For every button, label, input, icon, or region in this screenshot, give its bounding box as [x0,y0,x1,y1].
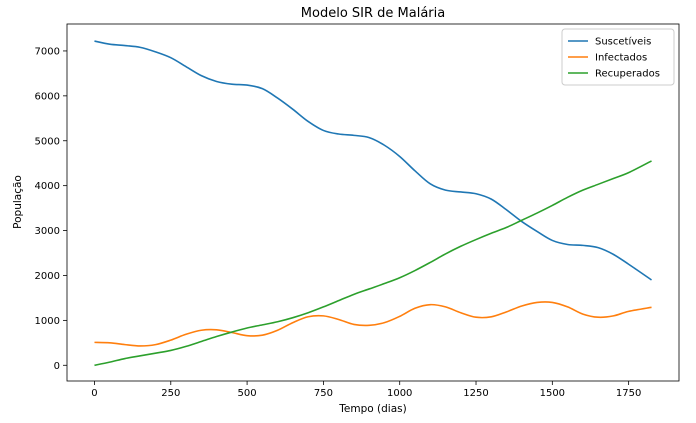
y-axis-label: População [12,175,24,229]
x-axis-label: Tempo (dias) [338,403,406,415]
x-tick-label: 500 [238,388,257,399]
x-tick-label: 0 [91,388,97,399]
y-tick-label: 7000 [35,46,60,57]
x-tick-label: 1000 [387,388,412,399]
legend-label: Infectados [595,53,647,64]
x-tick-label: 1500 [540,388,565,399]
x-tick-label: 750 [314,388,333,399]
y-tick-label: 2000 [35,271,60,282]
series-line [94,40,652,281]
y-tick-label: 1000 [35,316,60,327]
series-line [94,160,652,367]
y-axis: 0 1000 2000 3000 4000 5000 6000 7000 [35,46,67,372]
series-line [94,301,652,347]
legend-label: Recuperados [595,69,660,80]
x-tick-label: 1250 [463,388,488,399]
x-axis: 0 250 500 750 1000 1250 1500 1750 [91,381,641,399]
x-tick-label: 1750 [616,388,641,399]
y-tick-label: 0 [54,361,60,372]
y-tick-label: 5000 [35,136,60,147]
chart-title: Modelo SIR de Malária [301,6,445,21]
y-tick-label: 6000 [35,91,60,102]
legend-label: Suscetíveis [595,36,651,48]
legend-box [561,28,675,86]
series-lines [94,40,652,367]
legend: Suscetíveis Infectados Recuperados [561,28,675,86]
x-tick-label: 250 [161,388,180,399]
y-tick-label: 3000 [35,226,60,237]
plot-area-frame [66,23,680,382]
y-tick-label: 4000 [35,181,60,192]
